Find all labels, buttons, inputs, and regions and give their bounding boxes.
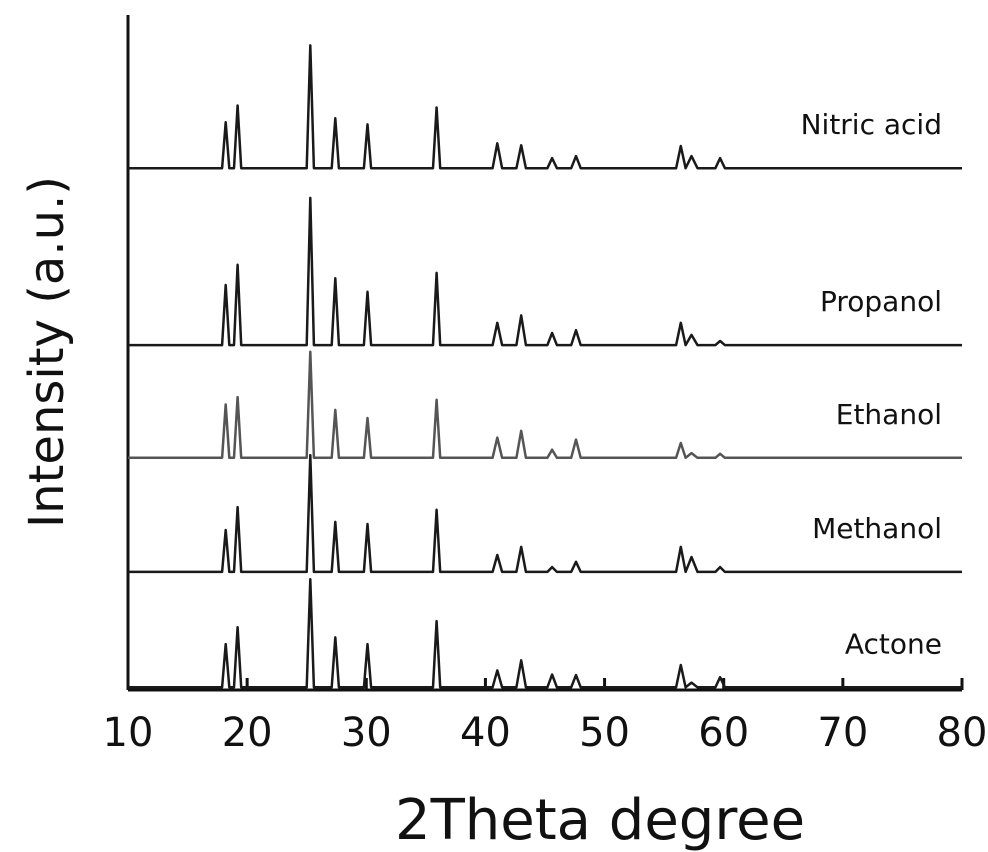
series-label: Propanol: [820, 285, 942, 318]
series-label: Methanol: [812, 512, 942, 545]
series-label: Nitric acid: [801, 108, 942, 141]
xrd-trace: [128, 44, 962, 170]
series-label: Actone: [845, 627, 942, 660]
x-tick-label: 60: [698, 710, 749, 756]
y-axis-label: Intensity (a.u.): [19, 176, 75, 528]
xrd-trace: [128, 578, 962, 689]
x-tick-label: 80: [937, 710, 988, 756]
x-tick-label: 40: [460, 710, 511, 756]
x-axis-label: 2Theta degree: [395, 788, 805, 852]
x-tick-label: 50: [579, 710, 630, 756]
xrd-trace: [128, 453, 962, 574]
x-tick-label: 70: [817, 710, 868, 756]
xrd-trace: [128, 196, 962, 347]
x-tick-label: 10: [103, 710, 154, 756]
x-tick-label: 30: [341, 710, 392, 756]
xrd-trace: [128, 350, 962, 460]
series-label: Ethanol: [836, 398, 942, 431]
x-tick-label: 20: [222, 710, 273, 756]
